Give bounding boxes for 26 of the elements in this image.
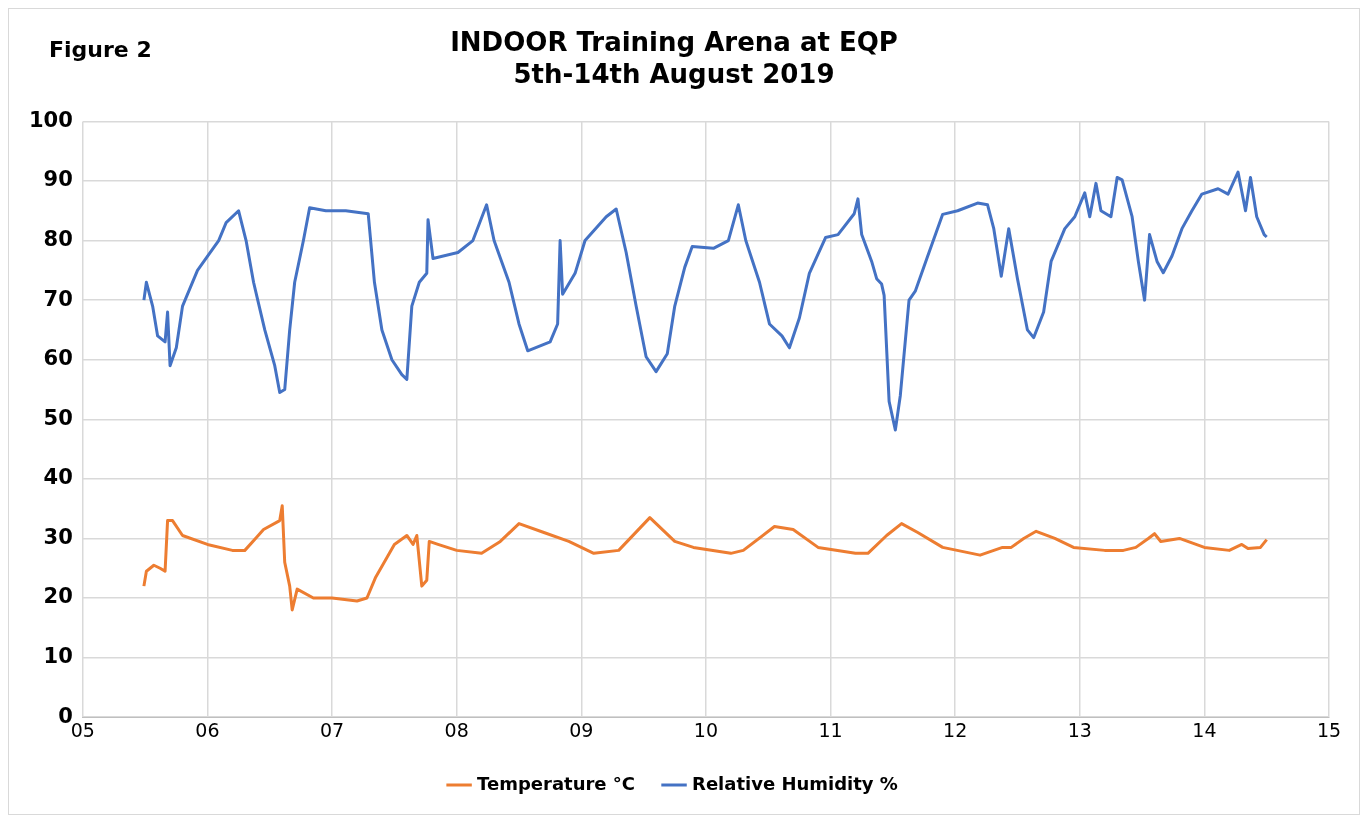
x-tick-label: 08 [444,718,469,741]
x-tick-label: 11 [818,718,843,741]
x-tick-label: 14 [1192,718,1217,741]
caption: Figure 2 [49,37,152,62]
x-tick-label: 09 [569,718,594,741]
y-tick-label: 70 [43,286,73,311]
x-tick-label: 15 [1316,718,1342,741]
legend-label: Temperature °C [477,772,636,794]
y-tick-label: 40 [43,465,73,490]
chart-subtitle: 5th-14th August 2019 [513,58,835,89]
chart-title: INDOOR Training Arena at EQP [450,27,898,58]
y-tick-label: 30 [43,524,73,549]
y-tick-label: 0 [58,703,73,728]
y-tick-label: 50 [43,405,73,430]
y-tick-label: 60 [43,346,73,371]
x-tick-label: 13 [1067,718,1092,741]
x-tick-label: 10 [693,718,719,741]
x-tick-label: 06 [195,718,220,741]
y-tick-label: 80 [43,227,73,252]
x-tick-label: 07 [319,718,345,741]
y-tick-label: 100 [28,107,73,132]
legend-label: Relative Humidity % [692,772,898,794]
y-tick-label: 20 [43,584,73,609]
y-tick-label: 10 [43,644,73,669]
x-tick-label: 12 [943,718,968,741]
y-tick-label: 90 [43,167,73,192]
